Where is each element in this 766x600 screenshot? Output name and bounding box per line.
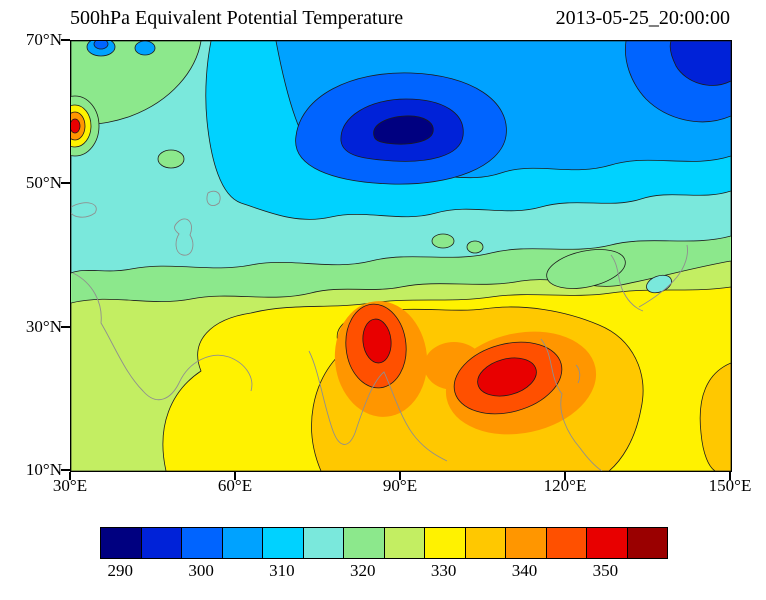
colorbar-cell-8 [424, 528, 465, 558]
colorbar [100, 527, 668, 559]
colorbar-labels: 290 300 310 320 330 340 350 [100, 561, 666, 583]
colorbar-cell-6 [343, 528, 384, 558]
chart-timestamp: 2013-05-25_20:00:00 [555, 7, 730, 29]
x-tick [399, 472, 401, 480]
x-tick [234, 472, 236, 480]
x-axis-label-120e: 120°E [543, 476, 587, 495]
colorbar-cell-5 [302, 528, 343, 558]
title-row: 500hPa Equivalent Potential Temperature … [70, 7, 730, 30]
colorbar-label-320: 320 [350, 561, 376, 580]
colorbar-cell-13 [626, 528, 667, 558]
x-axis-label-30e: 30°E [52, 476, 88, 495]
coastline-overlay [71, 190, 688, 471]
x-axis-label-60e: 60°E [217, 476, 253, 495]
colorbar-cell-7 [383, 528, 424, 558]
y-axis-label-30n: 30°N [25, 317, 62, 336]
colorbar-cell-2 [181, 528, 222, 558]
colorbar-cell-10 [505, 528, 546, 558]
colorbar-cell-4 [262, 528, 303, 558]
y-tick [61, 326, 70, 328]
colorbar-label-300: 300 [188, 561, 214, 580]
contour-map [71, 41, 731, 471]
y-axis-label-10n: 10°N [25, 460, 62, 479]
colorbar-cell-11 [545, 528, 586, 558]
colorbar-cell-12 [586, 528, 627, 558]
x-axis-label-150e: 150°E [708, 476, 752, 495]
colorbar-label-330: 330 [430, 561, 457, 580]
x-axis-label-90e: 90°E [382, 476, 418, 495]
colorbar-label-310: 310 [269, 561, 295, 580]
colorbar-cell-1 [140, 528, 181, 558]
colorbar-label-290: 290 [107, 561, 133, 580]
chart-title: 500hPa Equivalent Potential Temperature [70, 7, 404, 29]
x-tick [564, 472, 566, 480]
y-tick [61, 182, 70, 184]
colorbar-cell-0 [101, 528, 141, 558]
y-tick [61, 469, 70, 471]
x-tick [69, 472, 71, 480]
colorbar-cell-3 [221, 528, 262, 558]
colorbar-label-350: 350 [592, 561, 619, 580]
y-axis-label-50n: 50°N [25, 173, 62, 192]
y-axis-label-70n: 70°N [25, 30, 62, 49]
colorbar-cell-9 [464, 528, 505, 558]
y-tick [61, 39, 70, 41]
map-plot-frame [70, 40, 732, 472]
colorbar-label-340: 340 [511, 561, 538, 580]
x-tick [729, 472, 731, 480]
